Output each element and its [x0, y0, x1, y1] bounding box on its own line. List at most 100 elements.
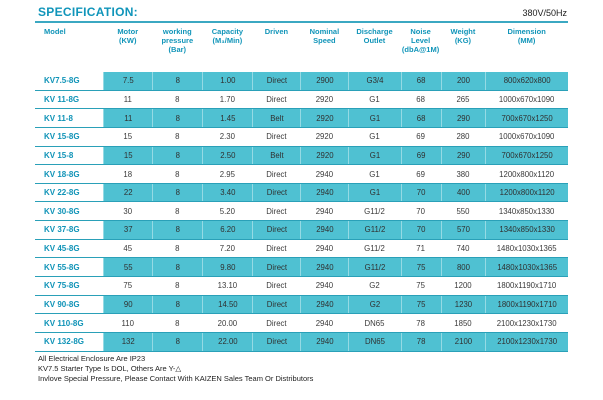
page-title: SPECIFICATION: [38, 5, 138, 19]
cell-model: KV 45-8G [35, 239, 104, 258]
column-header-line: Model [44, 27, 66, 36]
cell-noise: 69 [400, 146, 441, 165]
cell-driven: Direct [266, 318, 287, 328]
cell-motor: 18 [123, 169, 133, 179]
cell-weight: 265 [456, 94, 470, 104]
column-header-dimension: Dimension (MM) [485, 27, 568, 45]
cell-model: KV 11-8 [35, 109, 104, 127]
cell-dimension: 800x620x800 [485, 72, 568, 90]
cell-pressure: 8 [175, 281, 180, 291]
cell-discharge: G1 [348, 183, 401, 202]
column-header-line: (dbA@1M) [401, 45, 440, 54]
cell-discharge: G11/2 [364, 244, 385, 254]
cell-weight: 400 [440, 183, 486, 202]
cell-weight: 290 [440, 109, 486, 127]
table-row: KV 132-8G 132 8 22.00 Direct 2940 DN65 78 2100 21… [35, 332, 568, 352]
column-header-line: pressure [161, 36, 194, 45]
cell-driven: Direct [266, 94, 287, 104]
cell-discharge: G2 [369, 281, 380, 291]
cell-weight: 2100 [440, 332, 486, 351]
cell-model: KV7.5-8G [35, 72, 104, 90]
cell-dimension: 1800x1190x1710 [485, 295, 568, 314]
cell-capacity: 2.95 [219, 169, 235, 179]
cell-capacity: 20.00 [217, 318, 238, 328]
cell-motor: 15 [123, 132, 133, 142]
cell-dimension: 1000x670x1090 [498, 94, 555, 104]
cell-driven: Direct [266, 132, 287, 142]
cell-noise: 78 [416, 318, 425, 328]
column-header-speed: Nominal Speed [300, 27, 348, 45]
cell-model: KV 132-8G [35, 332, 104, 351]
cell-weight: 280 [456, 132, 470, 142]
cell-motor: 90 [103, 295, 153, 314]
cell-speed: 2940 [300, 295, 349, 314]
table-row: KV 22-8G 22 8 3.40 Direct 2940 G1 70 400 1200x800… [35, 183, 568, 203]
cell-model: KV 15-8G [35, 127, 104, 146]
cell-speed: 2920 [300, 109, 349, 127]
cell-driven: Direct [266, 244, 287, 254]
cell-capacity: 3.40 [202, 183, 253, 202]
cell-pressure: 8 [152, 183, 203, 202]
table-header-row: Model Motor (KW) working pressure (Bar) Capaci… [35, 23, 568, 72]
cell-discharge: G3/4 [348, 72, 401, 90]
cell-dimension: 1200x800x1120 [485, 183, 568, 202]
column-header-driven: Driven [252, 27, 300, 36]
cell-pressure: 8 [175, 94, 180, 104]
cell-dimension: 1340x850x1330 [485, 221, 568, 239]
table-row: KV 45-8G 45 8 7.20 Direct 2940 G11/2 71 740 1480x… [35, 239, 568, 259]
table-row: KV 55-8G 55 8 9.80 Direct 2940 G11/2 75 800 1480x… [35, 258, 568, 278]
cell-model: KV 75-8G [35, 277, 104, 295]
cell-speed: 2940 [315, 281, 334, 291]
cell-weight: 570 [440, 221, 486, 239]
cell-dimension: 1340x850x1330 [498, 206, 555, 216]
cell-noise: 68 [400, 109, 441, 127]
column-header-pressure: working pressure (Bar) [152, 27, 202, 54]
cell-pressure: 8 [152, 258, 203, 277]
cell-dimension: 700x670x1250 [485, 146, 568, 165]
cell-weight: 290 [440, 146, 486, 165]
cell-discharge: G1 [348, 146, 401, 165]
cell-speed: 2940 [315, 318, 334, 328]
cell-model: KV 37-8G [35, 221, 104, 239]
cell-motor: 75 [123, 281, 133, 291]
cell-capacity: 2.50 [202, 146, 253, 165]
cell-dimension: 1480x1030x1365 [496, 244, 557, 254]
cell-speed: 2920 [315, 94, 334, 104]
cell-driven: Direct [266, 206, 287, 216]
cell-speed: 2940 [300, 332, 349, 351]
table-row: KV 11-8 11 8 1.45 Belt 2920 G1 68 290 700x670x125… [35, 109, 568, 128]
cell-motor: 7.5 [103, 72, 153, 90]
cell-capacity: 9.80 [202, 258, 253, 277]
cell-speed: 2940 [300, 258, 349, 277]
cell-motor: 11 [103, 109, 153, 127]
voltage-rating: 380V/50Hz [522, 8, 567, 18]
cell-discharge: G1 [369, 132, 380, 142]
column-header-line: Level [410, 36, 431, 45]
cell-speed: 2920 [315, 132, 334, 142]
cell-speed: 2940 [315, 244, 334, 254]
cell-driven: Belt [252, 146, 301, 165]
cell-driven: Direct [252, 332, 301, 351]
cell-dimension: 1200x800x1120 [499, 169, 555, 179]
footnote-special-pressure: Invlove Special Pressure, Please Contact… [38, 374, 314, 383]
cell-driven: Direct [252, 258, 301, 277]
cell-capacity: 5.20 [219, 206, 235, 216]
table-row: KV 15-8 15 8 2.50 Belt 2920 G1 69 290 700x670x125… [35, 146, 568, 166]
table-row: KV 18-8G 18 8 2.95 Direct 2940 G1 69 380 1200x800… [35, 165, 568, 184]
column-header-line: (KG) [454, 36, 472, 45]
table-row: KV 90-8G 90 8 14.50 Direct 2940 G2 75 1230 1800x1… [35, 295, 568, 315]
column-header-line: (Bar) [168, 45, 187, 54]
cell-driven: Direct [266, 169, 287, 179]
column-header-discharge: Discharge Outlet [348, 27, 400, 45]
table-row: KV 11-8G 11 8 1.70 Direct 2920 G1 68 265 1000x670… [35, 90, 568, 110]
cell-discharge: DN65 [348, 332, 401, 351]
cell-noise: 69 [416, 132, 425, 142]
cell-noise: 75 [416, 281, 425, 291]
cell-pressure: 8 [152, 109, 203, 127]
column-header-motor: Motor (KW) [103, 27, 152, 45]
cell-dimension: 2100x1230x1730 [496, 318, 557, 328]
cell-discharge: G1 [369, 169, 380, 179]
cell-pressure: 8 [152, 72, 203, 90]
cell-pressure: 8 [152, 221, 203, 239]
table-row: KV 30-8G 30 8 5.20 Direct 2940 G11/2 70 550 1340x… [35, 202, 568, 222]
